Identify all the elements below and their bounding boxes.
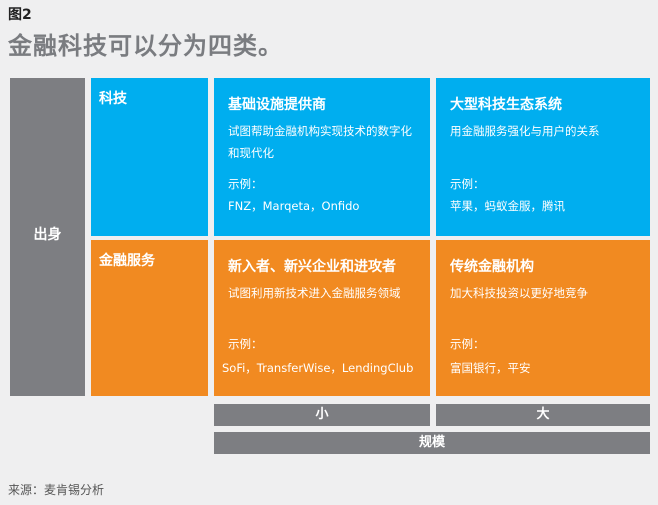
quadrant-example-label: 示例： [228,177,263,191]
quadrant-title: 基础设施提供商 [228,97,326,113]
quadrant-description: 试图帮助金融机构实现技术的数字化和现代化 [228,124,412,160]
origin-axis-label: 出身 [33,227,62,243]
quadrant-example-label: 示例： [450,337,485,351]
quadrant-big-tech-ecosystems: 大型科技生态系统 用金融服务强化与用户的关系 示例： 苹果，蚂蚁金服，腾讯 [436,78,650,236]
figure-title: 金融科技可以分为四类。 [8,32,283,60]
row-label-tech: 科技 [99,91,127,107]
scale-large-label: 大 [436,404,650,426]
quadrant-infrastructure-providers: 基础设施提供商 试图帮助金融机构实现技术的数字化和现代化 示例： FNZ，Mar… [214,78,430,236]
quadrant-title: 新入者、新兴企业和进攻者 [228,259,396,275]
quadrant-title: 传统金融机构 [450,259,534,275]
scale-small-label: 小 [214,404,430,426]
quadrant-description: 加大科技投资以更好地竞争 [450,286,588,300]
quadrant-description: 试图利用新技术进入金融服务领域 [228,286,401,300]
quadrant-examples: 富国银行，平安 [450,361,531,375]
row-header-financial: 金融服务 [91,240,208,396]
quadrant-title: 大型科技生态系统 [450,97,562,113]
quadrant-traditional-institutions: 传统金融机构 加大科技投资以更好地竞争 示例： 富国银行，平安 [436,240,650,396]
scale-axis-label: 规模 [214,432,650,454]
quadrant-example-label: 示例： [228,337,263,351]
row-label-financial: 金融服务 [99,253,155,269]
quadrant-description: 用金融服务强化与用户的关系 [450,124,600,138]
quadrant-new-entrants: 新入者、新兴企业和进攻者 试图利用新技术进入金融服务领域 示例： SoFi，Tr… [214,240,430,396]
origin-axis-column: 出身 [10,78,85,396]
row-header-tech: 科技 [91,78,208,236]
figure-label: 图2 [8,7,32,23]
source-note: 来源：麦肯锡分析 [8,483,105,497]
quadrant-examples: 苹果，蚂蚁金服，腾讯 [450,199,565,213]
quadrant-examples: FNZ，Marqeta，Onfido [228,199,360,213]
quadrant-examples: SoFi，TransferWise，LendingClub [222,361,414,375]
quadrant-example-label: 示例： [450,177,485,191]
